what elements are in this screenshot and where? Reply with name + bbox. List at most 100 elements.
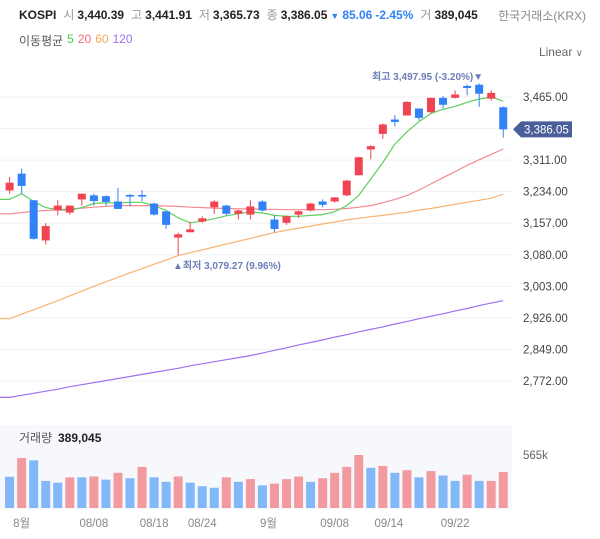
y-tick-label: 3,234.00 [523,187,568,199]
candle-up [198,218,207,222]
candle-down [414,108,423,118]
ma-legend-item[interactable]: 120 [112,32,133,46]
low-label: 저 [198,8,210,22]
volume-bar [245,479,255,508]
volume-tick-label: 565k [523,450,548,462]
x-tick-label: 09/14 [374,518,403,530]
quote-header: KOSPI 시 3,440.39 고 3,441.91 저 3,365.73 종 3,3… [19,6,478,23]
volume-value: 389,045 [58,431,102,445]
candle-down [162,211,171,225]
volume-bar [438,475,448,508]
candle-down [29,200,38,239]
volume-bar [462,474,472,508]
candle-down [499,107,508,130]
ma20-line [0,148,504,215]
y-tick-label: 2,849.00 [523,344,568,356]
volume-bar [390,472,400,508]
symbol: KOSPI [19,8,57,22]
volume-bar [426,471,436,508]
low-annotation: ▲최저 3,079.27 (9.96%) [173,259,281,272]
high-annotation: 최고 3,497.95 (-3.20%)▼ [372,70,483,83]
volume-bar [29,460,39,508]
candle-up [186,229,195,233]
volume-bar [233,481,243,508]
candle-down [150,203,159,215]
x-tick-label: 09/08 [320,518,349,530]
volume-bar [306,481,316,508]
volume-bar [282,479,292,508]
x-tick-label: 9월 [260,517,277,530]
candle-up [294,211,303,215]
ma-legend-item[interactable]: 5 [67,32,74,46]
candle-up [427,97,435,113]
ma-legend-item[interactable]: 20 [77,32,92,46]
volume-bar [342,466,352,508]
candle-down [101,196,110,202]
x-tick-label: 08/08 [79,518,108,530]
x-tick-label: 09/22 [441,518,470,530]
volume-bar [209,487,219,508]
volume-bar [474,480,484,508]
volume-bar [89,476,99,508]
y-tick-label: 2,926.00 [523,313,568,325]
ma-legend-label: 이동평균 [19,34,64,48]
volume-bar [498,471,508,508]
volume-bar [5,476,15,508]
candle-up [330,197,339,202]
volume-bar [137,466,147,508]
candle-up [451,94,460,98]
ma-legend-item[interactable]: 60 [95,32,109,46]
candle-up [77,193,86,200]
change-value: 85.06 [342,8,373,22]
volume-bar [113,472,123,508]
candle-up [354,157,363,176]
candle-up [210,201,219,208]
chevron-down-icon: ∨ [575,48,583,59]
candle-down [475,84,484,94]
down-arrow-icon: ▼ [330,11,340,21]
y-tick-label: 3,311.00 [523,155,567,167]
candle-up [174,234,183,238]
high-value: 3,441.91 [145,8,192,22]
open-value: 3,440.39 [77,8,125,22]
open-label: 시 [63,8,75,22]
volume-bar [330,472,340,508]
candle-down [113,201,122,209]
volume-bar [65,477,75,508]
y-tick-label: 3,003.00 [523,281,568,293]
candle-up [487,92,496,99]
ma120-line [0,300,504,398]
candle-down [138,194,147,197]
x-tick-label: 08/18 [140,518,169,530]
volume-bar [414,477,424,508]
data-source: 한국거래소(KRX) [498,9,586,23]
volume-bar [149,477,159,508]
x-tick-label: 08/24 [188,518,217,530]
candle-up [41,226,50,241]
volume-bar [354,455,364,508]
candle-down [463,85,472,88]
volume-bar [101,479,111,508]
volume-bar [197,486,207,508]
candle-up [282,216,291,223]
candle-up [234,210,243,214]
close-value: 3,386.05 [280,8,328,22]
volume-bar [77,477,87,508]
scale-select[interactable]: Linear ∨ [539,45,583,59]
candle-down [17,173,26,186]
volume-bar [221,477,231,508]
volume-label: 거래량 [19,431,52,445]
candle-down [270,219,279,229]
volume-bar [402,470,412,508]
last-price-label: 3,386.05 [524,124,569,136]
volume-bar [366,467,376,508]
volume-bar [378,465,388,508]
candle-down [126,194,134,197]
volume-bar [125,478,135,508]
volume-bar [53,482,63,508]
volume-label: 거 [420,8,432,22]
volume-bar [318,478,328,508]
y-tick-label: 2,772.00 [523,376,568,388]
volume-bar [486,480,496,508]
